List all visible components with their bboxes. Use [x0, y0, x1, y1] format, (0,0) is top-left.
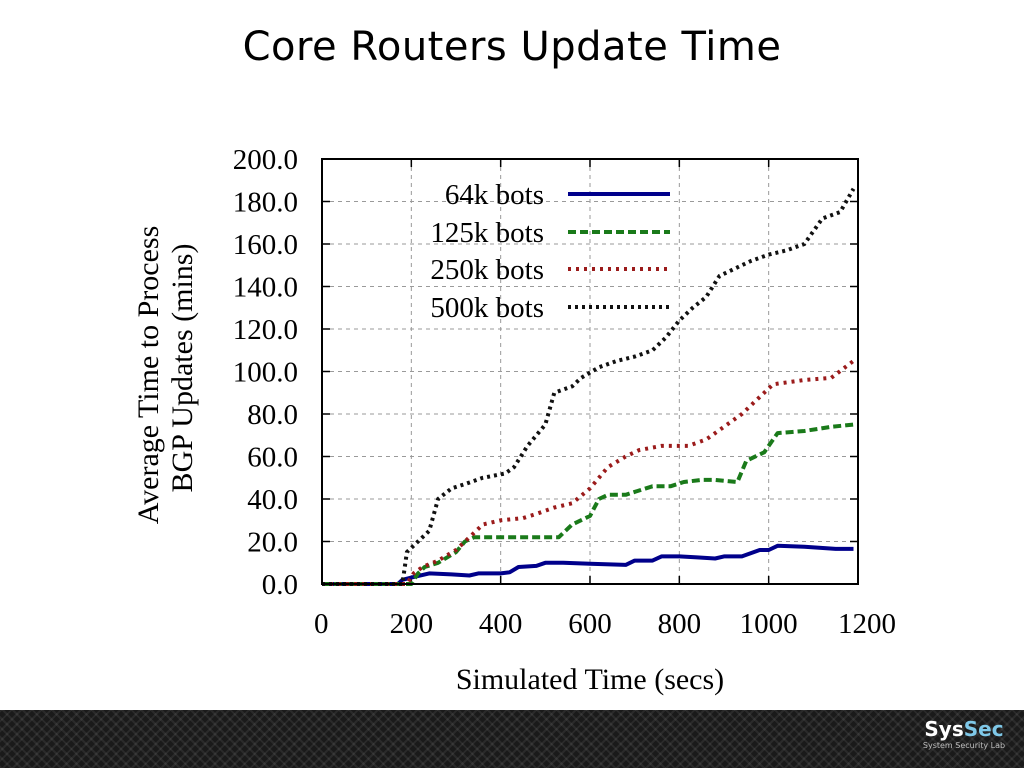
y-tick-label: 200.0 — [233, 144, 298, 176]
y-tick-label: 40.0 — [247, 484, 298, 516]
y-tick-label: 100.0 — [233, 357, 298, 389]
y-axis-label-line1: Average Time to Process — [132, 226, 165, 525]
plot-frame — [321, 158, 859, 585]
x-tick-label: 800 — [658, 608, 702, 640]
x-tick-label: 200 — [390, 608, 434, 640]
footer-band: SysSec System Security Lab — [0, 710, 1024, 768]
slide-title: Core Routers Update Time — [242, 24, 782, 70]
x-tick-label: 0 — [314, 608, 329, 640]
x-tick-label: 400 — [479, 608, 523, 640]
y-tick-label: 120.0 — [233, 314, 298, 346]
legend-label: 125k bots — [430, 217, 544, 249]
x-tick-label: 1200 — [838, 608, 896, 640]
y-tick-label: 160.0 — [233, 229, 298, 261]
x-tick-label: 600 — [568, 608, 612, 640]
y-tick-label: 0.0 — [262, 569, 298, 601]
series-line — [322, 187, 856, 586]
y-tick-label: 80.0 — [247, 399, 298, 431]
y-tick-label: 60.0 — [247, 442, 298, 474]
y-tick-label: 180.0 — [233, 187, 298, 219]
logo-brand-part1: Sys — [924, 717, 964, 741]
x-tick-label: 1000 — [740, 608, 798, 640]
series-line — [322, 422, 854, 586]
logo-subtitle: System Security Lab — [922, 741, 1006, 750]
line-chart: 0.0 20.0 40.0 60.0 80.0 100.0 120.0 140.0 160.0 1… — [132, 144, 896, 696]
y-tick-label: 140.0 — [233, 272, 298, 304]
y-axis-label-line2: BGP Updates (mins) — [166, 244, 199, 493]
logo-brand-part2: Sec — [963, 717, 1004, 741]
legend-label: 250k bots — [430, 254, 544, 286]
series-line — [322, 543, 854, 586]
series-line — [322, 359, 855, 586]
legend-label: 64k bots — [445, 179, 544, 211]
x-axis-label: Simulated Time (secs) — [456, 663, 724, 696]
y-tick-label: 20.0 — [247, 527, 298, 559]
legend-label: 500k bots — [430, 292, 544, 324]
syssec-logo: SysSec System Security Lab — [918, 718, 1010, 752]
